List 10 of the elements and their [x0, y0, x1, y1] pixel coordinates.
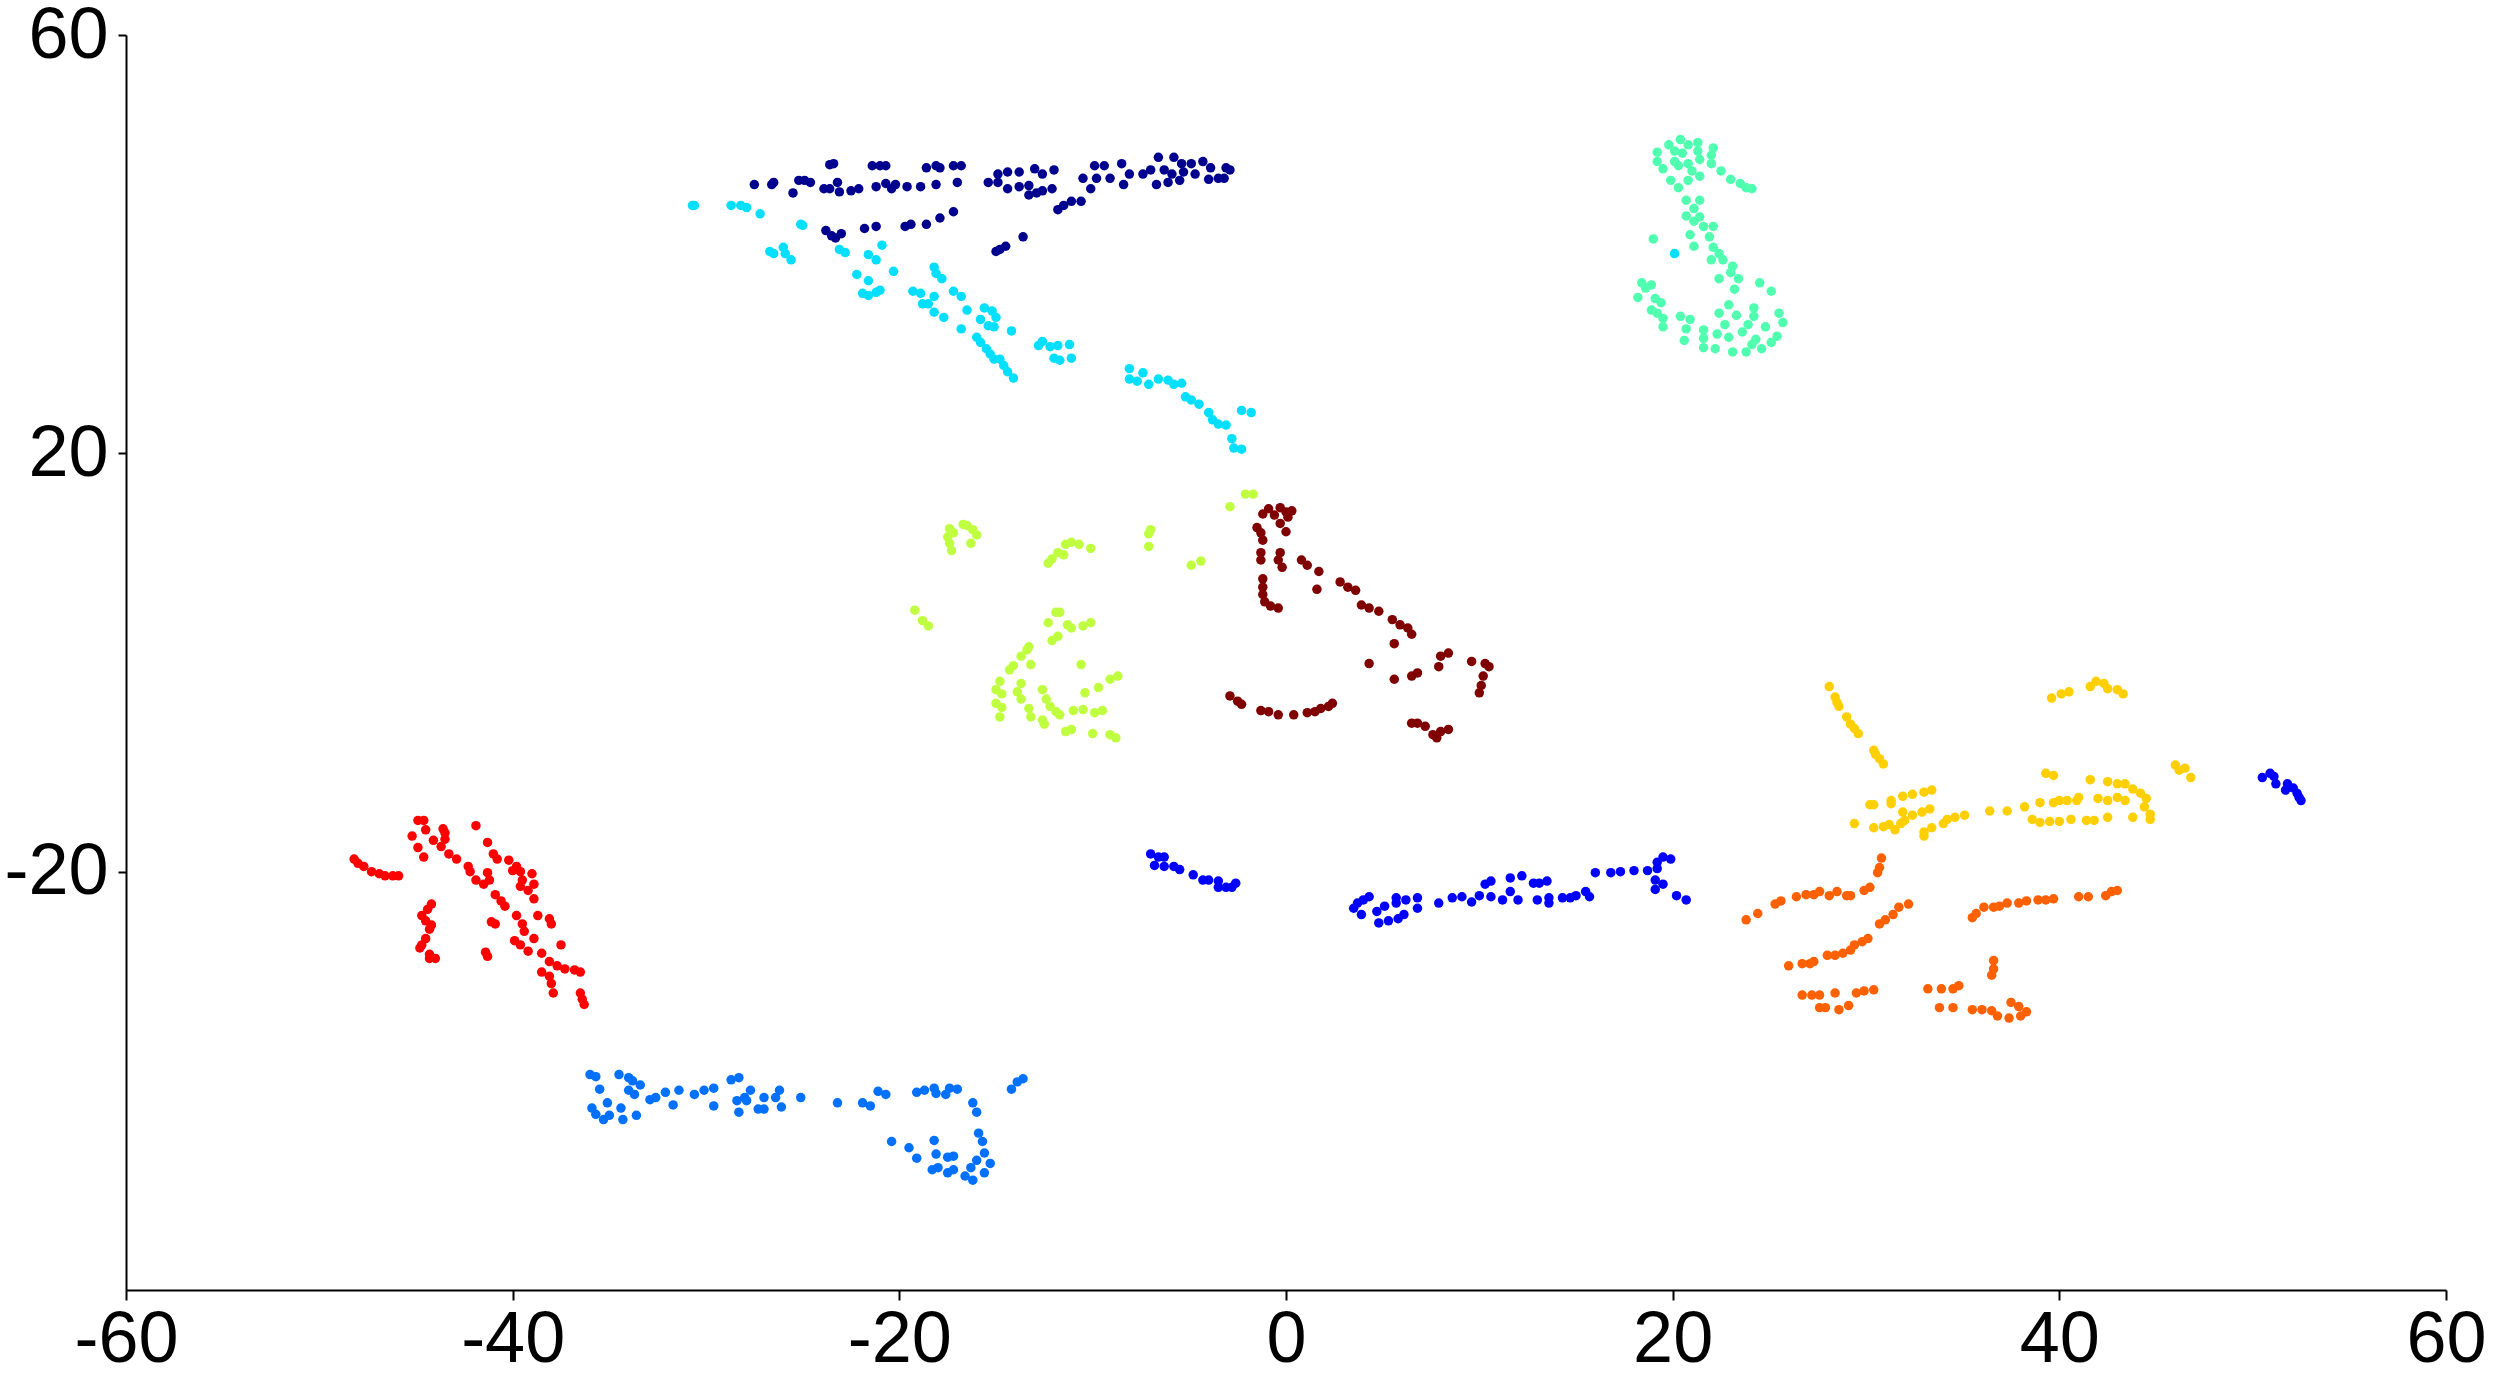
- y-tick-label: -20: [4, 829, 109, 910]
- x-tick-label: -60: [74, 1296, 179, 1377]
- y-tick-label: 60: [28, 0, 109, 73]
- x-tick-label: 0: [1266, 1296, 1307, 1377]
- x-tick-label: 20: [1633, 1296, 1714, 1377]
- x-tick-label: 60: [2406, 1296, 2487, 1377]
- x-tick-label: 40: [2019, 1296, 2100, 1377]
- x-tick-label: -40: [461, 1296, 566, 1377]
- y-tick-label: 20: [28, 410, 109, 491]
- x-tick-label: -20: [847, 1296, 952, 1377]
